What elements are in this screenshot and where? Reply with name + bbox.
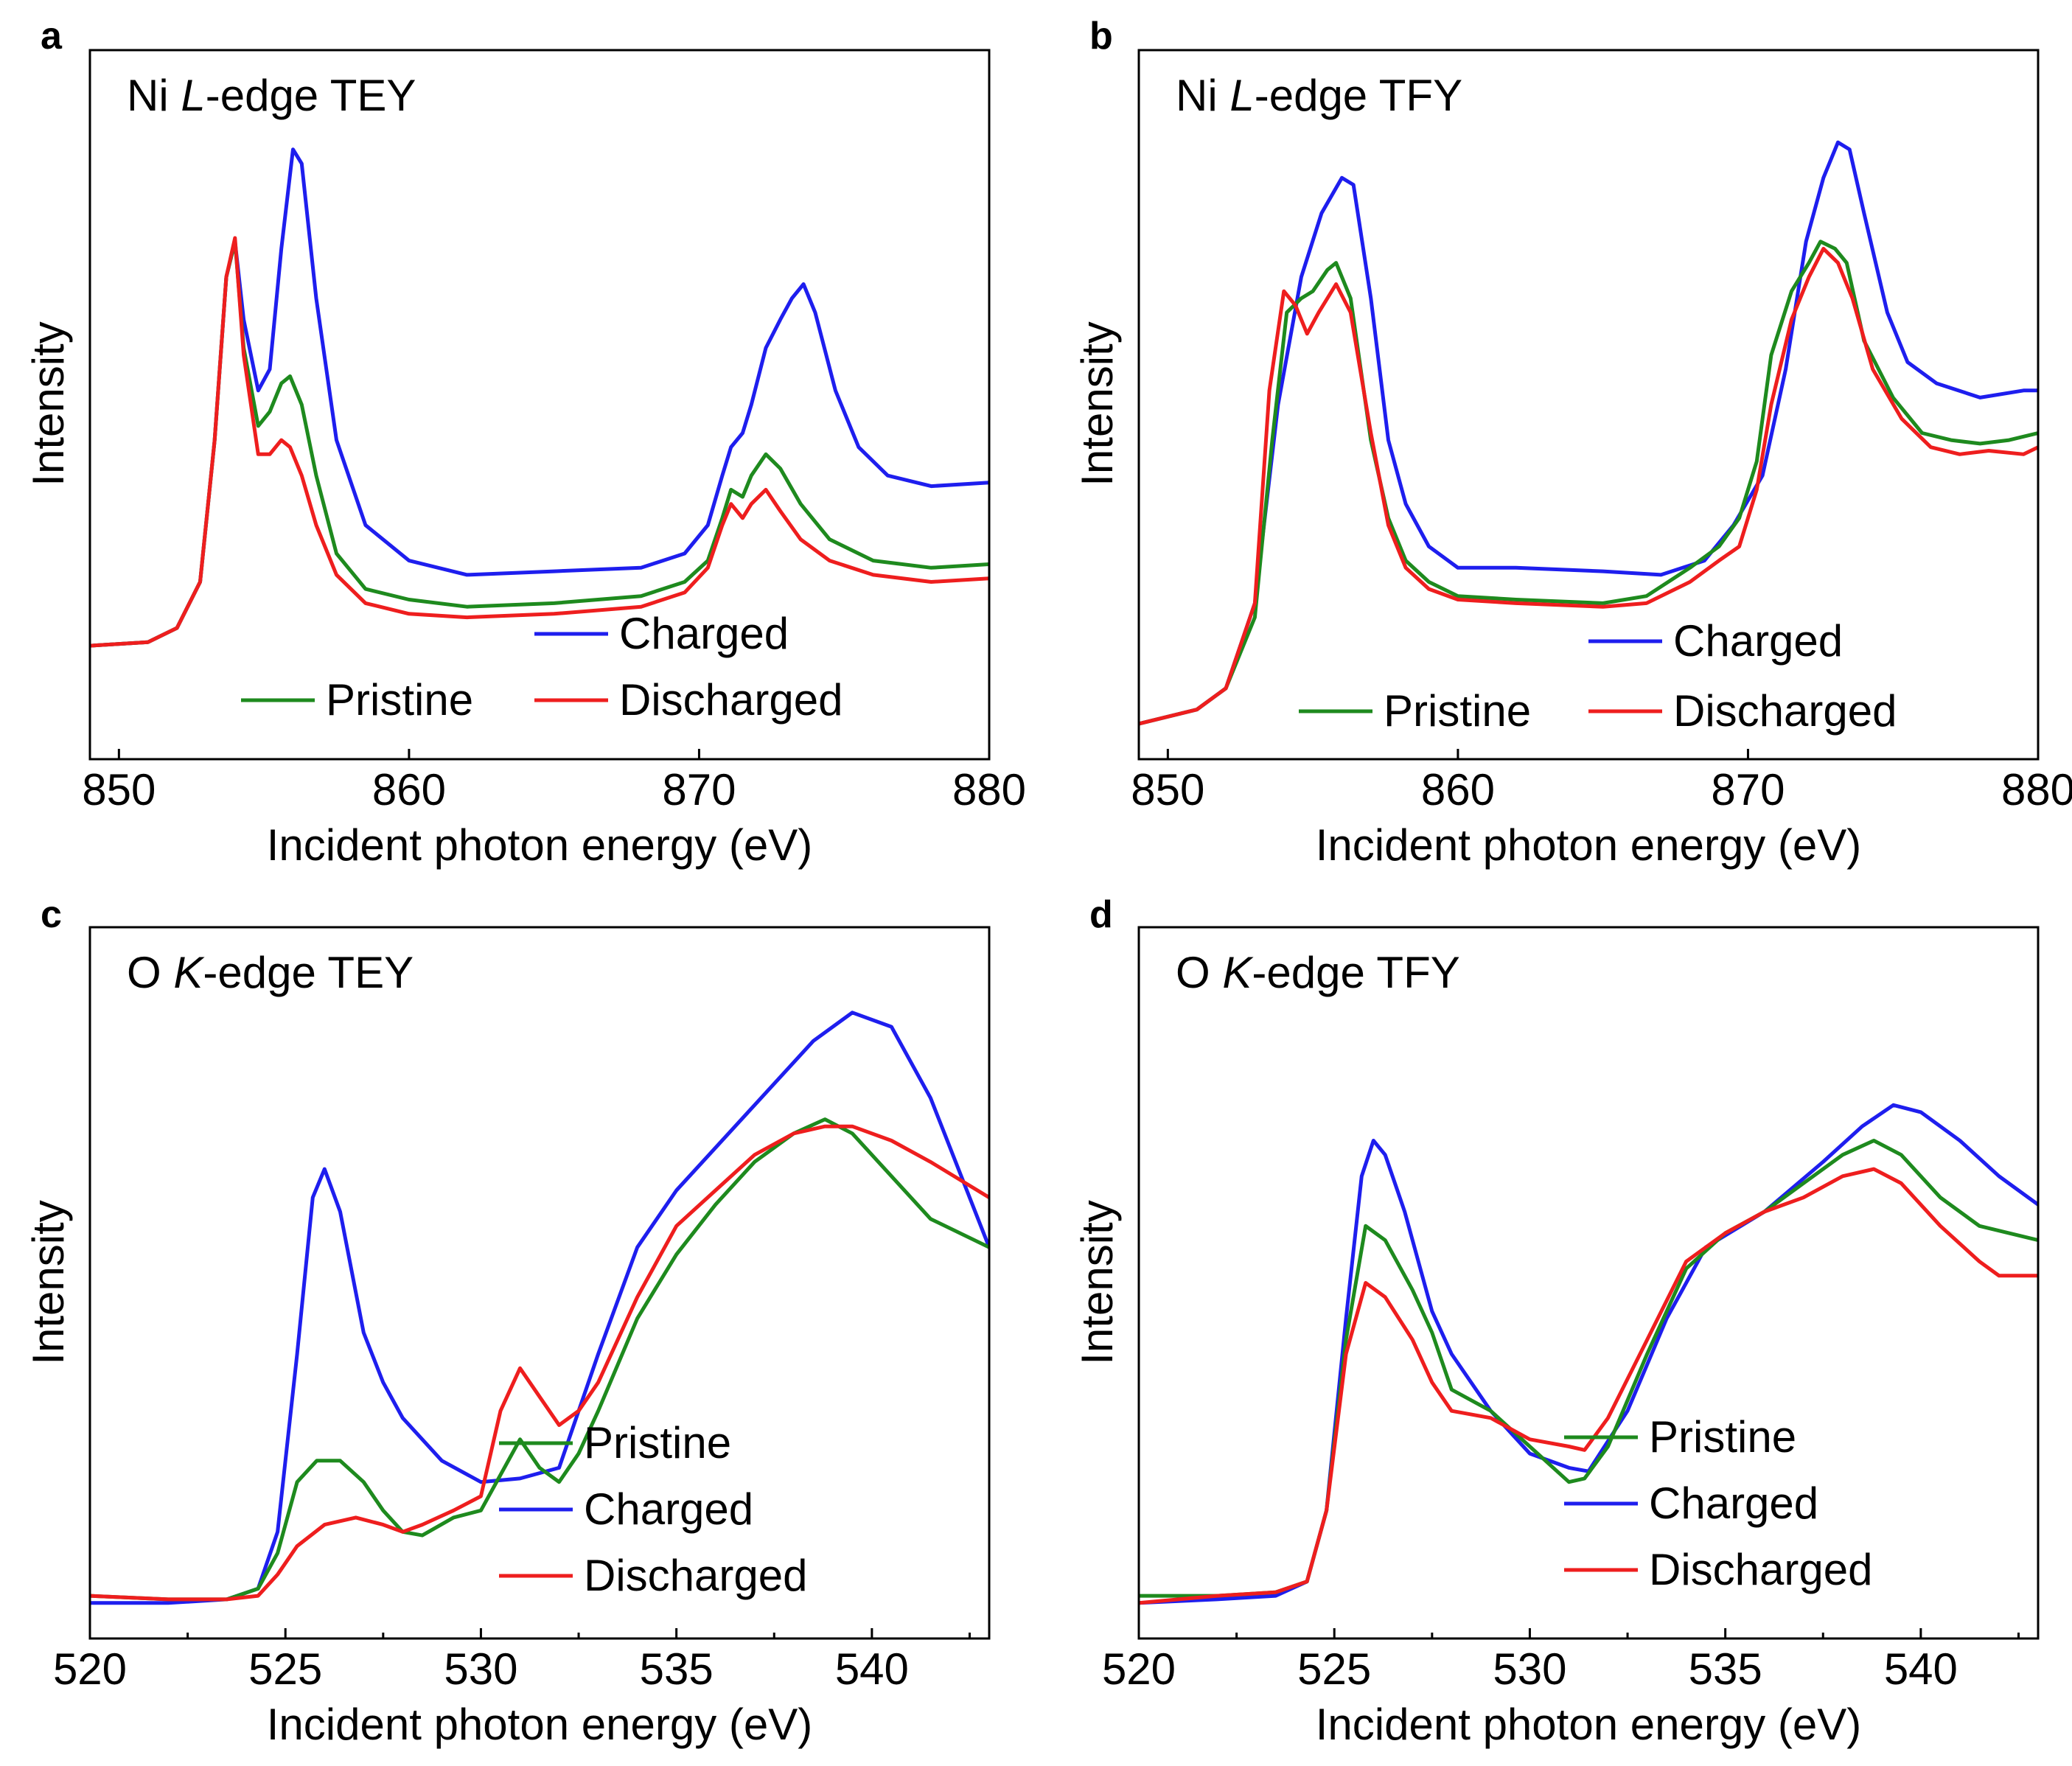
x-tick-label: 540 — [1884, 1644, 1958, 1694]
y-axis-label: Intensity — [24, 321, 73, 486]
legend-label-discharged: Discharged — [584, 1551, 808, 1600]
panel-letter: b — [1089, 15, 1113, 57]
legend: Pristine Charged Discharged — [499, 1418, 808, 1600]
panel-title-italic: K — [1222, 948, 1254, 997]
x-tick-label: 860 — [372, 765, 446, 814]
panel-title: O K-edge TEY — [127, 948, 414, 997]
series-pristine-line — [1139, 1139, 2038, 1598]
legend-label-discharged: Discharged — [619, 675, 843, 725]
x-tick-label: 860 — [1421, 765, 1495, 814]
series-discharged-line — [1139, 246, 2038, 726]
panel-a: 850 860 870 880 Incident photon energy (eV) I… — [24, 15, 1026, 870]
plot-frame — [1137, 49, 2040, 761]
panel-letter: c — [41, 893, 62, 936]
x-axis-label: Incident photon energy (eV) — [267, 1700, 812, 1749]
x-axis-label: Incident photon energy (eV) — [1316, 820, 1861, 870]
panel-title-suffix: -edge TFY — [1252, 948, 1459, 997]
x-tick-label: 525 — [248, 1644, 322, 1694]
panel-title: Ni L-edge TEY — [127, 71, 416, 120]
x-tick-label: 530 — [444, 1644, 517, 1694]
legend: Charged Pristine Discharged — [1299, 616, 1897, 736]
panel-title-prefix: Ni — [127, 71, 181, 120]
x-axis-label: Incident photon energy (eV) — [267, 820, 812, 870]
x-axis-label: Incident photon energy (eV) — [1316, 1700, 1861, 1749]
panel-title-suffix: -edge TEY — [203, 948, 414, 997]
series-discharged-line — [90, 236, 989, 648]
y-axis-label: Intensity — [24, 1200, 73, 1364]
x-tick-label: 520 — [53, 1644, 127, 1694]
legend-label-charged: Charged — [584, 1484, 753, 1534]
plot-frame — [1137, 926, 2040, 1640]
x-tick-label: 520 — [1102, 1644, 1176, 1694]
x-tick-label: 850 — [82, 765, 156, 814]
panel-title: O K-edge TFY — [1176, 948, 1460, 997]
plot-frame — [88, 49, 991, 761]
series-charged-line — [90, 147, 989, 648]
panel-c: 520 525 530 535 540 Incident photon energy (e… — [24, 893, 991, 1749]
series-discharged-line — [90, 1124, 989, 1602]
y-axis-label: Intensity — [1072, 1200, 1122, 1364]
legend-label-charged: Charged — [1649, 1479, 1818, 1528]
panel-title-italic: L — [181, 71, 205, 120]
y-axis-label: Intensity — [1072, 321, 1122, 486]
panel-title-italic: L — [1229, 71, 1254, 120]
legend-label-discharged: Discharged — [1649, 1545, 1873, 1594]
panel-title: Ni L-edge TFY — [1176, 71, 1462, 120]
x-tick-label: 870 — [662, 765, 736, 814]
x-tick-label: 530 — [1493, 1644, 1566, 1694]
legend: Charged Pristine Discharged — [241, 609, 843, 725]
panel-title-prefix: O — [127, 948, 173, 997]
legend-label-pristine: Pristine — [326, 675, 473, 725]
panel-title-suffix: -edge TFY — [1255, 71, 1462, 120]
series-charged-line — [1139, 1103, 2038, 1605]
series-discharged-line — [1139, 1167, 2038, 1605]
panel-letter: d — [1089, 893, 1113, 936]
panel-d: 520 525 530 535 540 Incident photon energy (e… — [1072, 893, 2040, 1749]
series-pristine-line — [90, 1117, 989, 1602]
x-tick-label: 525 — [1297, 1644, 1371, 1694]
x-tick-label: 870 — [1711, 765, 1785, 814]
legend-label-discharged: Discharged — [1673, 686, 1897, 736]
x-tick-label: 850 — [1131, 765, 1204, 814]
panel-title-prefix: Ni — [1176, 71, 1229, 120]
plot-frame — [88, 926, 991, 1640]
x-tick-label: 880 — [2001, 765, 2072, 814]
x-tick-label: 540 — [835, 1644, 909, 1694]
series-charged-line — [90, 1011, 989, 1605]
legend-label-charged: Charged — [619, 609, 789, 658]
x-tick-label: 880 — [952, 765, 1026, 814]
panel-title-italic: K — [173, 948, 205, 997]
panel-title-suffix: -edge TEY — [206, 71, 416, 120]
legend-label-pristine: Pristine — [584, 1418, 731, 1467]
legend-label-charged: Charged — [1673, 616, 1843, 666]
panel-b: 850 860 870 880 Incident photon energy (eV) I… — [1072, 15, 2072, 870]
x-tick-label: 535 — [1689, 1644, 1762, 1694]
legend-label-pristine: Pristine — [1649, 1412, 1796, 1462]
legend-label-pristine: Pristine — [1384, 686, 1531, 736]
panel-title-prefix: O — [1176, 948, 1222, 997]
legend: Pristine Charged Discharged — [1564, 1412, 1873, 1594]
panel-letter: a — [41, 15, 63, 57]
series-charged-line — [1139, 140, 2038, 726]
x-tick-label: 535 — [640, 1644, 714, 1694]
series-pristine-line — [1139, 240, 2038, 726]
